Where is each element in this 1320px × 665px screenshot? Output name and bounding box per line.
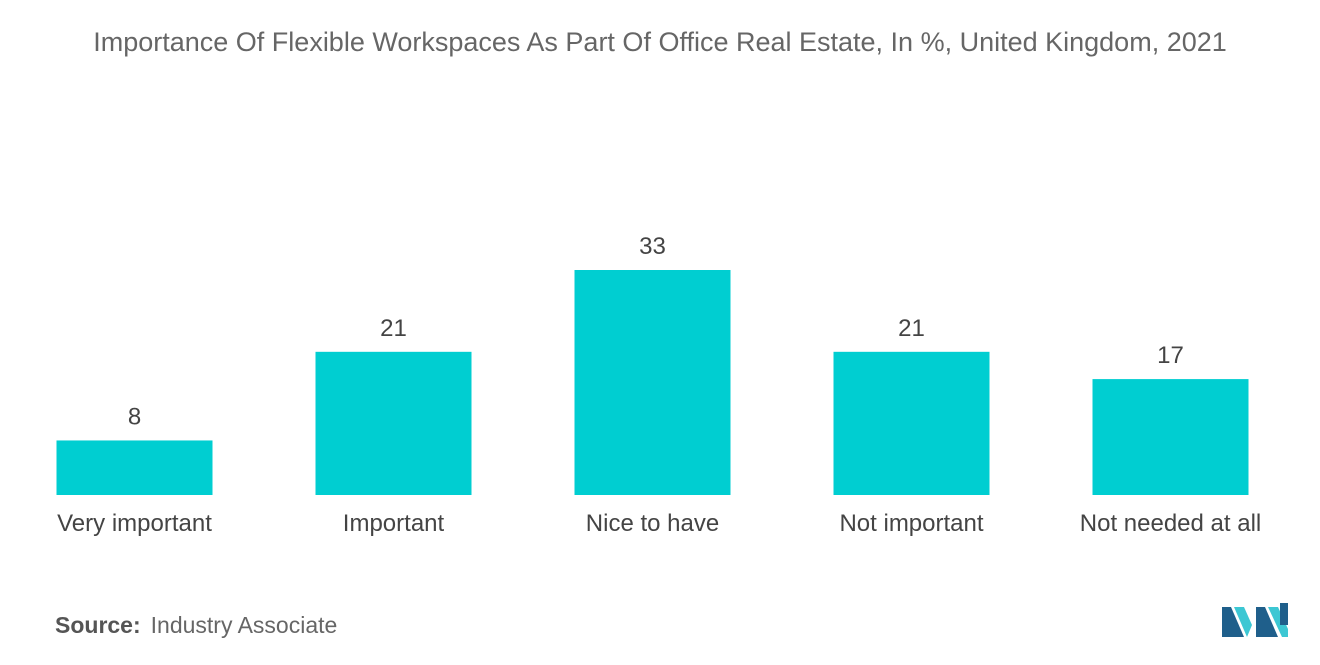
bar-0 [56,440,213,495]
category-label-4: Not needed at all [1080,510,1261,537]
bar-3 [833,351,990,495]
bar-1 [315,351,472,495]
source-value: Industry Associate [150,612,338,638]
source-note: Source: Industry Associate [55,612,337,639]
value-label-4: 17 [1157,342,1184,369]
category-label-0: Very important [57,510,212,537]
category-label-3: Not important [839,510,983,537]
category-label-2: Nice to have [586,510,719,537]
value-label-0: 8 [128,403,141,430]
bar-4 [1092,379,1249,495]
mordor-intelligence-logo-icon [1222,603,1288,637]
value-label-2: 33 [639,233,666,260]
value-label-1: 21 [380,315,407,342]
value-label-3: 21 [898,315,925,342]
bar-2 [574,270,731,495]
bar-chart: 8 Very important 21 Important 33 Nice to have… [56,233,1261,537]
source-label: Source: [55,612,141,638]
category-label-1: Important [343,510,445,537]
chart-title: Importance Of Flexible Workspaces As Par… [93,27,1227,57]
